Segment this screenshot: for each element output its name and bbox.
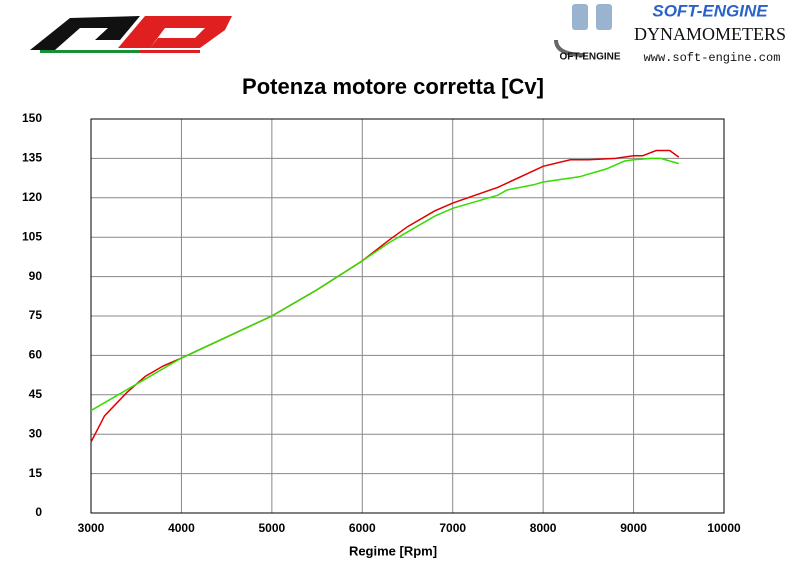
y-tick-label: 75 (29, 308, 43, 322)
y-tick-label: 30 (29, 426, 43, 440)
chart-title: Potenza motore corretta [Cv] (242, 74, 544, 99)
y-tick-label: 15 (29, 466, 43, 480)
brand-name: SOFT-ENGINE (652, 1, 768, 20)
y-tick-label: 0 (35, 505, 42, 519)
y-tick-label: 60 (29, 348, 43, 362)
plot-frame (90, 118, 725, 514)
y-tick-label: 150 (22, 111, 42, 125)
y-tick-label: 120 (22, 190, 42, 204)
y-tick-label: 135 (22, 151, 42, 165)
y-tick-label: 90 (29, 269, 43, 283)
x-tick-label: 5000 (259, 521, 286, 535)
brand-subtitle: DYNAMOMETERS (634, 24, 786, 44)
x-tick-label: 8000 (530, 521, 557, 535)
soft-engine-logo: SOFT-ENGINE DYNAMOMETERS OFT-ENGINE www.… (554, 1, 786, 65)
x-axis-label: Regime [Rpm] (349, 543, 437, 558)
x-tick-label: 7000 (439, 521, 466, 535)
brand-url: www.soft-engine.com (644, 51, 781, 65)
x-tick-label: 9000 (620, 521, 647, 535)
x-tick-label: 6000 (349, 521, 376, 535)
x-tick-label: 4000 (168, 521, 195, 535)
x-tick-label: 3000 (78, 521, 105, 535)
series-line (90, 149, 680, 443)
x-tick-label: 10000 (707, 521, 741, 535)
y-tick-label: 105 (22, 229, 42, 243)
series-line (90, 157, 679, 412)
brand-mark: OFT-ENGINE (559, 52, 620, 63)
qd-logo (30, 16, 232, 53)
y-tick-label: 45 (29, 387, 43, 401)
